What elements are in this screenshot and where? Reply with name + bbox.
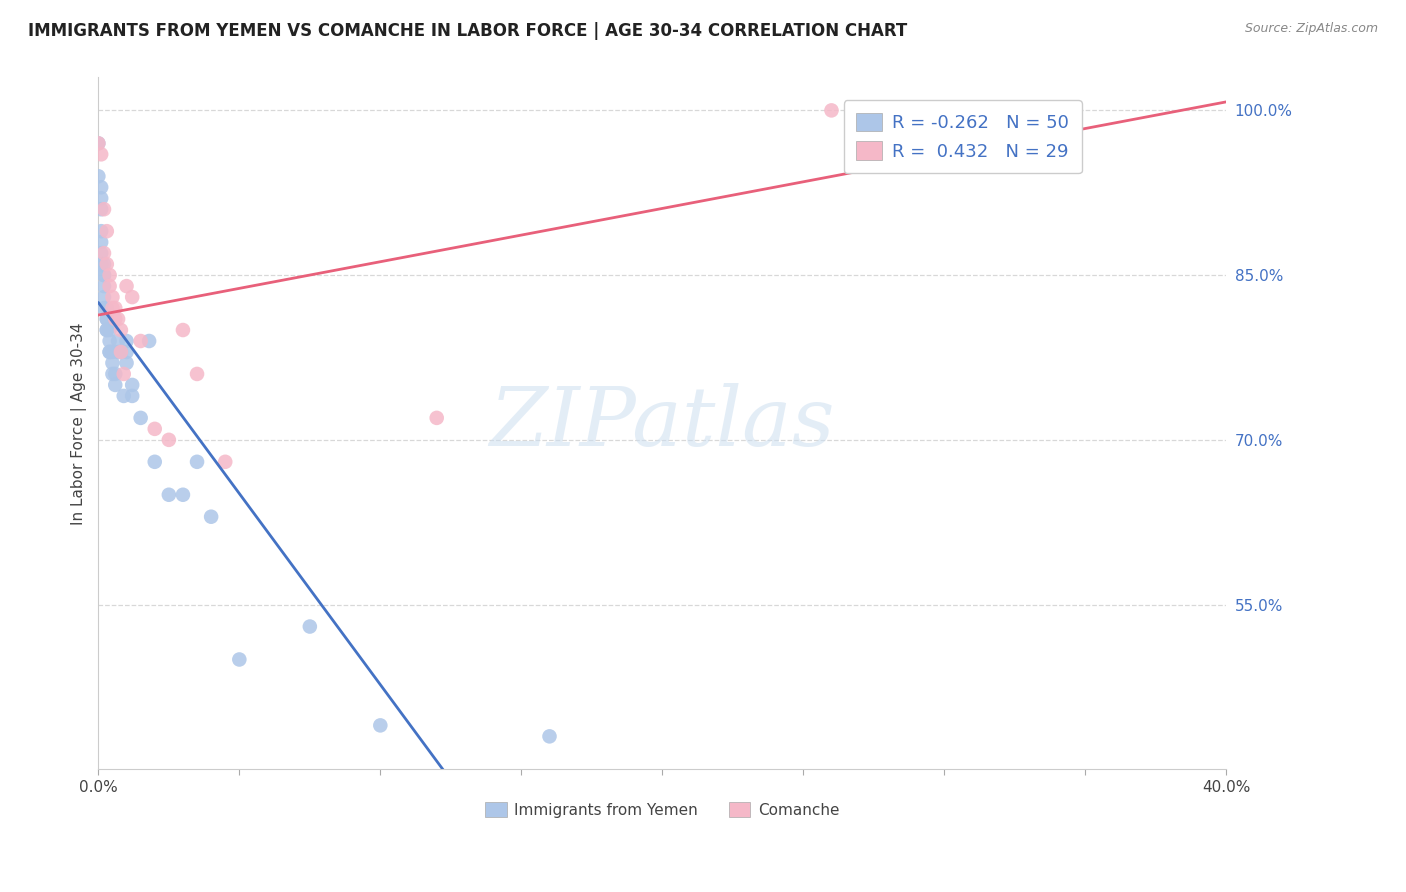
Point: [93, 268, 115, 282]
Point: [107, 312, 129, 326]
Point: [93, 257, 115, 271]
Point: [87, 136, 110, 151]
Point: [90, 257, 112, 271]
Point: [90, 235, 112, 249]
Point: [96, 257, 118, 271]
Point: [121, 378, 143, 392]
Point: [110, 345, 132, 359]
Point: [96, 312, 118, 326]
Point: [93, 290, 115, 304]
Point: [104, 312, 127, 326]
Point: [370, 718, 392, 732]
Point: [90, 257, 112, 271]
Point: [93, 268, 115, 282]
Text: Source: ZipAtlas.com: Source: ZipAtlas.com: [1244, 22, 1378, 36]
Text: IMMIGRANTS FROM YEMEN VS COMANCHE IN LABOR FORCE | AGE 30-34 CORRELATION CHART: IMMIGRANTS FROM YEMEN VS COMANCHE IN LAB…: [28, 22, 907, 40]
Point: [101, 301, 124, 315]
Point: [107, 334, 129, 348]
Point: [129, 410, 152, 425]
Point: [90, 191, 112, 205]
Point: [96, 312, 118, 326]
Legend: Immigrants from Yemen, Comanche: Immigrants from Yemen, Comanche: [479, 797, 845, 824]
Point: [101, 367, 124, 381]
Point: [98, 323, 121, 337]
Point: [143, 422, 166, 436]
Point: [104, 367, 127, 381]
Y-axis label: In Labor Force | Age 30-34: In Labor Force | Age 30-34: [72, 322, 87, 524]
Point: [143, 455, 166, 469]
Point: [121, 389, 143, 403]
Point: [115, 356, 138, 370]
Point: [228, 652, 250, 666]
Text: ZIPatlas: ZIPatlas: [489, 384, 835, 463]
Point: [98, 345, 121, 359]
Point: [110, 345, 132, 359]
Point: [115, 334, 138, 348]
Point: [107, 345, 129, 359]
Point: [96, 323, 118, 337]
Point: [104, 301, 127, 315]
Point: [157, 433, 180, 447]
Point: [138, 334, 160, 348]
Point: [87, 136, 110, 151]
Point: [990, 114, 1012, 128]
Point: [186, 455, 208, 469]
Point: [962, 103, 984, 118]
Point: [820, 103, 842, 118]
Point: [112, 389, 135, 403]
Point: [90, 224, 112, 238]
Point: [90, 202, 112, 217]
Point: [93, 246, 115, 260]
Point: [172, 488, 194, 502]
Point: [214, 455, 236, 469]
Point: [87, 169, 110, 184]
Point: [426, 410, 449, 425]
Point: [115, 345, 138, 359]
Point: [96, 301, 118, 315]
Point: [98, 345, 121, 359]
Point: [93, 202, 115, 217]
Point: [93, 279, 115, 293]
Point: [104, 378, 127, 392]
Point: [98, 334, 121, 348]
Point: [96, 323, 118, 337]
Point: [121, 290, 143, 304]
Point: [186, 367, 208, 381]
Point: [101, 290, 124, 304]
Point: [115, 279, 138, 293]
Point: [90, 180, 112, 194]
Point: [93, 301, 115, 315]
Point: [96, 224, 118, 238]
Point: [538, 730, 561, 744]
Point: [112, 367, 135, 381]
Point: [1046, 125, 1069, 139]
Point: [98, 279, 121, 293]
Point: [90, 246, 112, 260]
Point: [157, 488, 180, 502]
Point: [101, 356, 124, 370]
Point: [129, 334, 152, 348]
Point: [101, 345, 124, 359]
Point: [172, 323, 194, 337]
Point: [200, 509, 222, 524]
Point: [298, 619, 321, 633]
Point: [110, 323, 132, 337]
Point: [98, 268, 121, 282]
Point: [90, 147, 112, 161]
